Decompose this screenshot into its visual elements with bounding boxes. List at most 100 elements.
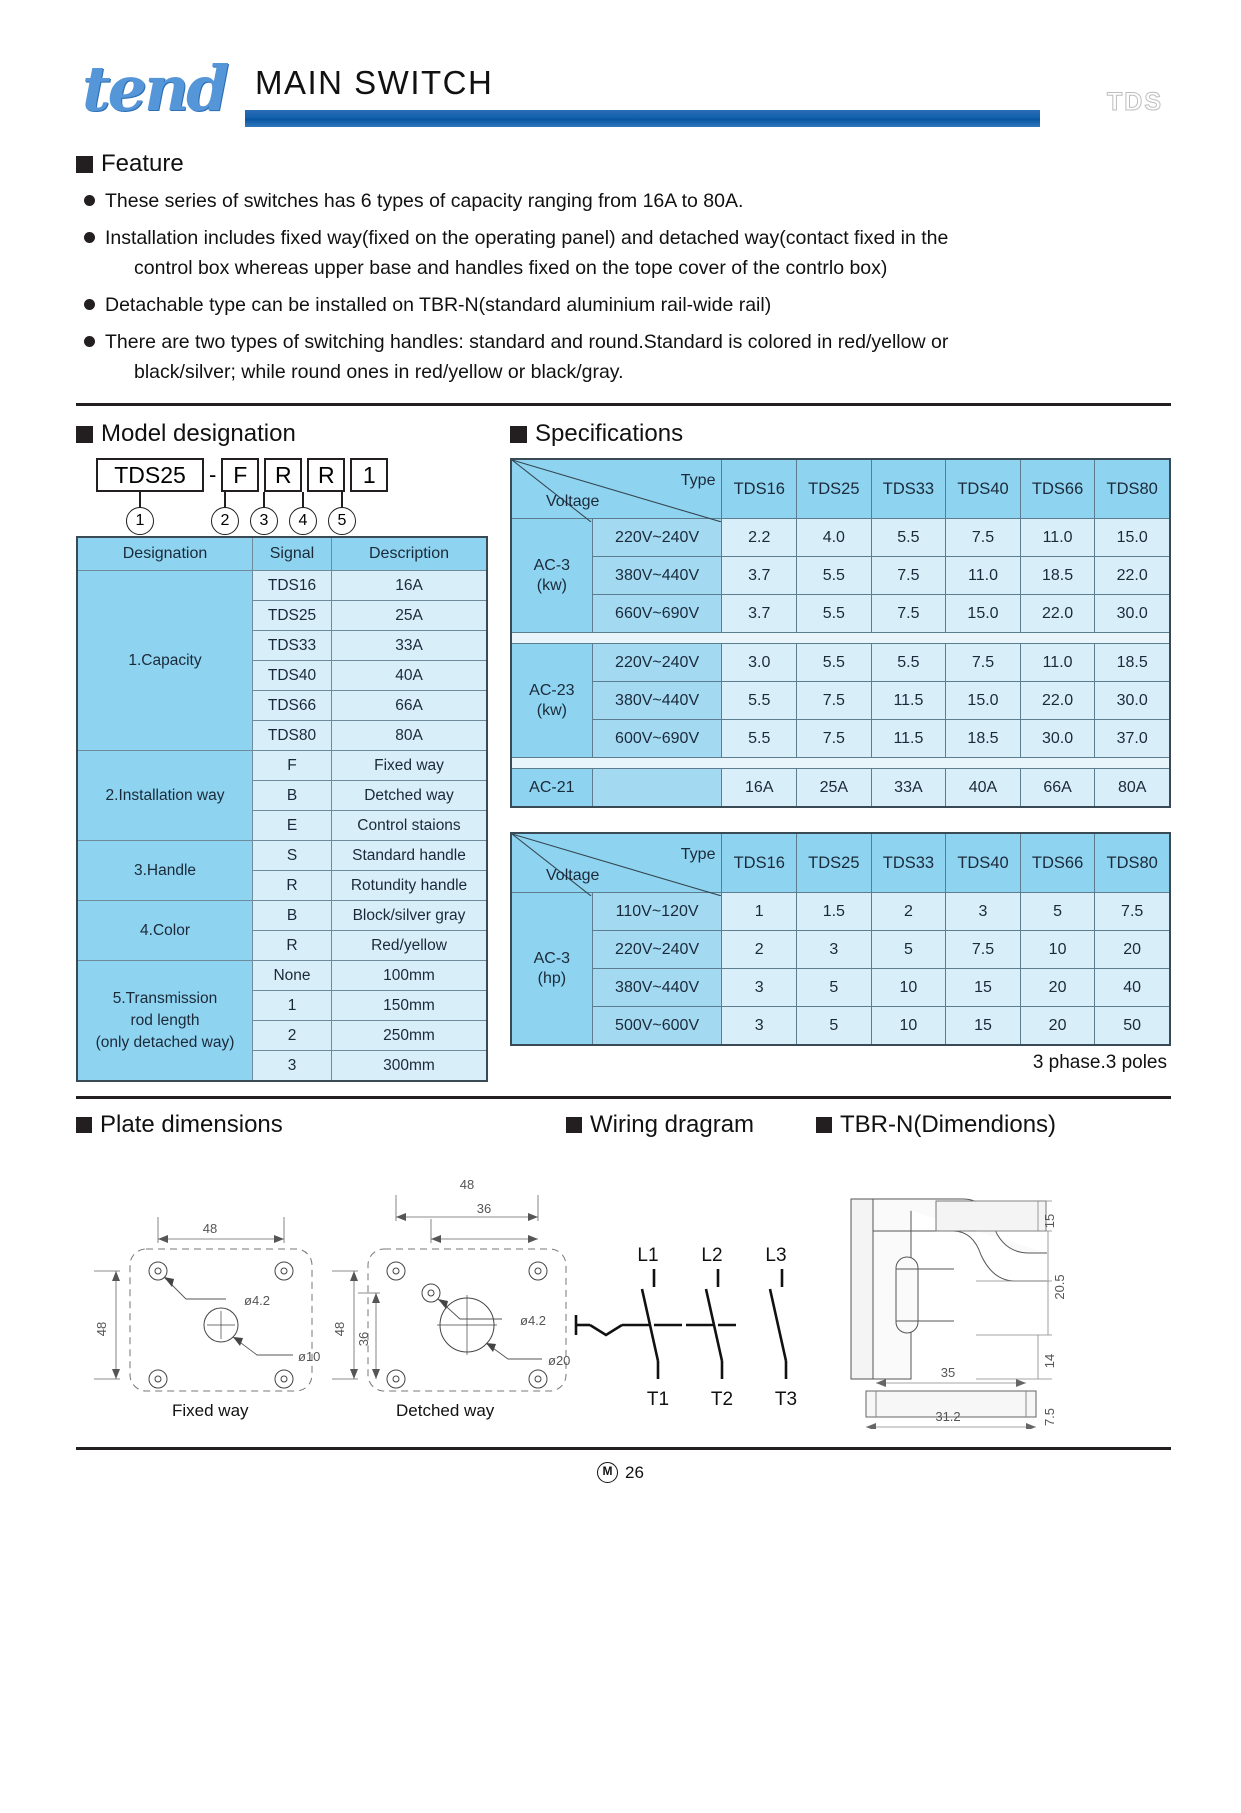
- feature-text: Installation includes fixed way(fixed on…: [105, 223, 1171, 283]
- table-header-row: Designation Signal Description: [76, 536, 488, 571]
- value-cell: 5.5: [870, 518, 947, 557]
- value-cell: 40A: [945, 768, 1021, 808]
- list-item: Detachable type can be installed on TBR-…: [76, 290, 1171, 320]
- feature-text-line2: black/silver; while round ones in red/ye…: [134, 361, 624, 383]
- col-header: TDS33: [870, 832, 947, 893]
- square-bullet-icon: [76, 1117, 92, 1133]
- series-code-watermark: TDS: [1107, 88, 1163, 117]
- wiring-label-t1: T1: [647, 1389, 669, 1410]
- value-cell: 5.5: [796, 643, 872, 682]
- value-cell: 11.5: [870, 719, 947, 758]
- group-label: 2.Installation way: [76, 750, 253, 841]
- col-header: TDS40: [945, 458, 1021, 519]
- value-cell: 5.5: [721, 719, 798, 758]
- signal-cell: 2: [252, 1020, 332, 1051]
- detched-left-dim: 48: [332, 1322, 347, 1336]
- value-cell: 3: [721, 968, 798, 1007]
- value-cell: 80A: [1094, 768, 1171, 808]
- value-cell: 10: [870, 968, 947, 1007]
- value-cell: 20: [1019, 1006, 1096, 1046]
- tbrn-dim-205: 20.5: [1052, 1274, 1067, 1299]
- value-cell: 18.5: [1019, 556, 1096, 595]
- value-cell: 20: [1019, 968, 1096, 1007]
- callout-5: 5: [328, 507, 356, 535]
- group-label: AC-3 (kw): [510, 518, 593, 633]
- table-row: 2 250mm: [77, 1020, 488, 1051]
- wiring-heading: Wiring dragram: [566, 1111, 816, 1139]
- detched-hole-label: ø4.2: [520, 1313, 546, 1328]
- value-cell: 5.5: [721, 681, 798, 720]
- type-voltage-corner: Type Voltage: [510, 832, 723, 896]
- signal-cell: S: [252, 840, 332, 871]
- value-cell: 5: [1019, 892, 1096, 931]
- tbrn-dim-14: 14: [1042, 1354, 1057, 1368]
- plate-heading-label: Plate dimensions: [100, 1111, 283, 1138]
- group-label-line3: (only detached way): [95, 1033, 235, 1051]
- table-row: R Red/yellow: [77, 930, 488, 961]
- specs-heading: Specifications: [510, 420, 1171, 448]
- value-cell: 37.0: [1094, 719, 1171, 758]
- group-label: AC-23 (kw): [510, 643, 593, 758]
- description-cell: Block/silver gray: [331, 900, 488, 931]
- signal-cell: F: [252, 750, 332, 781]
- value-cell: 7.5: [945, 930, 1021, 969]
- group-label: AC-3 (hp): [510, 892, 593, 1046]
- value-cell: 7.5: [796, 719, 872, 758]
- feature-bullet-list: These series of switches has 6 types of …: [76, 186, 1171, 387]
- value-cell: 22.0: [1019, 594, 1096, 633]
- specs-hp-table: Type Voltage TDS16 TDS25 TDS33 TDS40 TDS…: [510, 832, 1171, 1046]
- description-cell: 16A: [331, 570, 488, 601]
- value-cell: 18.5: [945, 719, 1021, 758]
- square-bullet-icon: [76, 425, 93, 443]
- value-cell: 40: [1094, 968, 1171, 1007]
- round-bullet-icon: [84, 195, 95, 206]
- page-number: 26: [625, 1462, 644, 1482]
- value-cell: 11.5: [870, 681, 947, 720]
- value-cell: 10: [1019, 930, 1096, 969]
- page-footer: M 26: [0, 1462, 1241, 1483]
- list-item: These series of switches has 6 types of …: [76, 186, 1171, 216]
- value-cell: 3: [721, 1006, 798, 1046]
- voltage-cell: 380V~440V: [591, 556, 723, 595]
- description-cell: 33A: [331, 630, 488, 661]
- table-header-row: Type Voltage TDS16 TDS25 TDS33 TDS40 TDS…: [510, 832, 1171, 896]
- wiring-label-t2: T2: [711, 1389, 733, 1410]
- group-label: 3.Handle: [76, 840, 253, 901]
- signal-cell: R: [252, 870, 332, 901]
- corner-voltage-label: Voltage: [546, 867, 600, 884]
- page-header: tend MAIN SWITCH TDS: [70, 52, 1171, 136]
- round-bullet-icon: [84, 299, 95, 310]
- value-cell: 30.0: [1094, 594, 1171, 633]
- value-cell: 20: [1094, 930, 1171, 969]
- model-heading-label: Model designation: [101, 420, 296, 447]
- voltage-cell: 220V~240V: [591, 643, 723, 682]
- value-cell: 7.5: [796, 681, 872, 720]
- value-cell: 22.0: [1019, 681, 1096, 720]
- section-divider: [76, 403, 1171, 406]
- description-cell: Fixed way: [331, 750, 488, 781]
- voltage-cell: 500V~600V: [591, 1006, 723, 1046]
- model-box-color: R: [307, 458, 346, 492]
- footer-divider: [76, 1447, 1171, 1450]
- table-row: 4.Color B Block/silver gray: [76, 900, 488, 961]
- detched-way-drawing: [332, 1195, 567, 1392]
- description-cell: Standard handle: [331, 840, 488, 871]
- feature-section: Feature These series of switches has 6 t…: [76, 150, 1171, 387]
- value-cell: 15: [945, 1006, 1021, 1046]
- voltage-cell: 110V~120V: [591, 892, 723, 931]
- value-cell: 30.0: [1094, 681, 1171, 720]
- value-cell: 11.0: [1019, 643, 1096, 682]
- description-cell: 66A: [331, 690, 488, 721]
- table-row: TDS25 25A: [77, 600, 488, 631]
- value-cell: 3: [945, 892, 1021, 931]
- model-box-install: F: [221, 458, 260, 492]
- table-row: 220V~240V 2 3 5 7.5 10 20: [511, 930, 1171, 969]
- value-cell: 7.5: [945, 643, 1021, 682]
- table-row: E Control staions: [77, 810, 488, 841]
- plate-heading: Plate dimensions: [76, 1111, 566, 1139]
- group-name: AC-3: [533, 556, 571, 574]
- fixed-way-caption: Fixed way: [172, 1401, 249, 1420]
- signal-cell: TDS80: [252, 720, 332, 751]
- col-header: TDS25: [796, 832, 872, 893]
- group-spacer-row: [511, 757, 1170, 769]
